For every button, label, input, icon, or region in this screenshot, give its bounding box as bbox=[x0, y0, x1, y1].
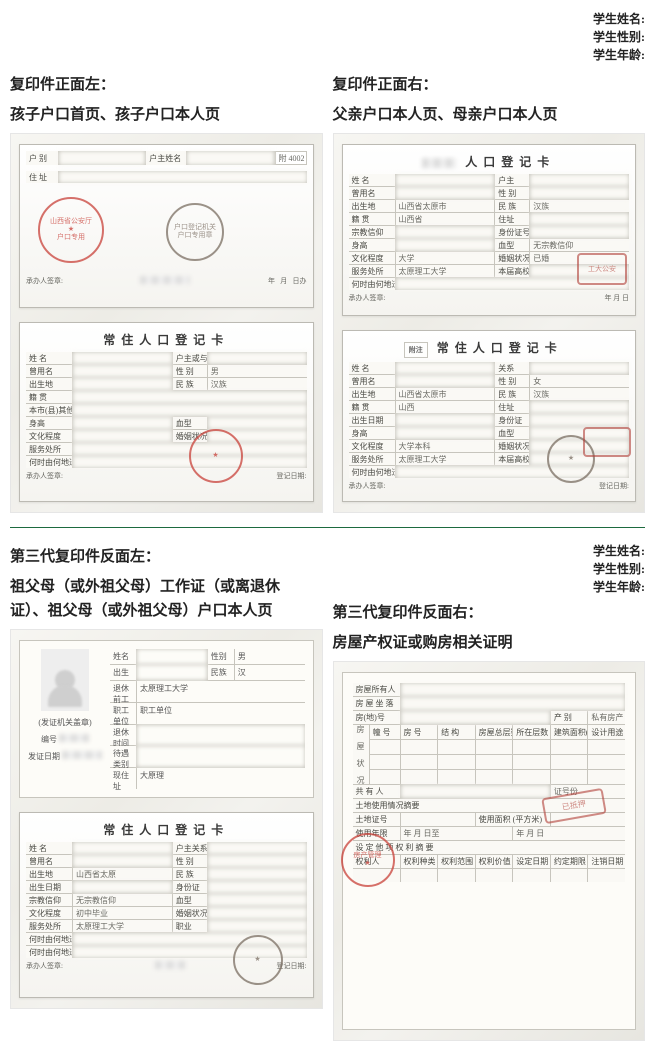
section-1-left: 复印件正面左： 孩子户口首页、孩子户口本人页 户 别户主姓名附 4002 住 址… bbox=[10, 70, 323, 513]
hukou-person-card-grandparent: 常住人口登记卡 姓 名 户主关系 曾用名 性 别 出生地山西省太原 民 族 出生… bbox=[19, 812, 314, 998]
student-info-top: 学生姓名: 学生性别: 学生年龄: bbox=[10, 10, 645, 64]
s1-left-title: 复印件正面左： bbox=[10, 72, 323, 99]
seal-property-icon: 房产管理★ bbox=[341, 833, 395, 887]
s2-left-scan: (发证机关盖章) 编号 发证日期 姓名 性别男 出生 民族汉 退休前工作单位太原… bbox=[10, 629, 323, 1009]
section-1: 复印件正面左： 孩子户口首页、孩子户口本人页 户 别户主姓名附 4002 住 址… bbox=[10, 70, 645, 513]
section-2-left: 第三代复印件反面左： 祖父母（或外祖父母）工作证（或离退休证）、祖父母（或外祖父… bbox=[10, 542, 323, 1009]
s1-left-scan: 户 别户主姓名附 4002 住 址 山西省公安厅★户口专用 户口登记机关户口专用… bbox=[10, 133, 323, 513]
seal-stamp-icon: ★ bbox=[189, 429, 243, 483]
s1-right-title: 复印件正面右： bbox=[333, 72, 646, 99]
s2-left-title: 第三代复印件反面左： bbox=[10, 544, 323, 571]
property-cert: 房屋所有人 房 屋 坐 落 房(地)号 产 别私有房产 房 屋 状 况 幢 号房… bbox=[342, 672, 637, 1030]
regcard-title: 常住人口登记卡 bbox=[26, 331, 307, 348]
work-permit-card: (发证机关盖章) 编号 发证日期 姓名 性别男 出生 民族汉 退休前工作单位太原… bbox=[19, 640, 314, 798]
s2-right-sub: 房屋产权证或购房相关证明 bbox=[333, 631, 646, 655]
student-sex-label: 学生性别: bbox=[10, 28, 645, 46]
section-1-right: 复印件正面右： 父亲户口本人页、母亲户口本人页 人口登记卡 姓 名 户主 曾用名… bbox=[333, 70, 646, 513]
s1-left-sub: 孩子户口首页、孩子户口本人页 bbox=[10, 103, 323, 127]
hukou-person-card-child: 常住人口登记卡 姓 名 户主或与户主关系 曾用名 性 别男 出生地 民 族汉族 … bbox=[19, 322, 314, 502]
section-2-right: 学生姓名: 学生性别: 学生年龄: 第三代复印件反面右： 房屋产权证或购房相关证… bbox=[333, 542, 646, 1041]
seal-province-icon: 山西省公安厅★户口专用 bbox=[38, 197, 104, 263]
seal-registry-icon: 户口登记机关户口专用章 bbox=[166, 203, 224, 261]
wp-issuer-label: (发证机关盖章) bbox=[38, 717, 91, 728]
photo-placeholder-icon bbox=[41, 649, 89, 711]
hukou-first-page: 户 别户主姓名附 4002 住 址 山西省公安厅★户口专用 户口登记机关户口专用… bbox=[19, 144, 314, 308]
s2-right-title: 第三代复印件反面右： bbox=[333, 600, 646, 627]
student-name-label: 学生姓名: bbox=[10, 10, 645, 28]
hukou-person-card-mother: 附注 常住人口登记卡 姓 名 关系 曾用名 性 别女 出生地山西省太原市 民 族… bbox=[342, 330, 637, 502]
s1-right-scan: 人口登记卡 姓 名 户主 曾用名 性 别 出生地山西省太原市 民 族汉族 籍 贯… bbox=[333, 133, 646, 513]
seal-rect2-icon bbox=[583, 427, 631, 457]
section-divider bbox=[10, 527, 645, 528]
hukou-person-card-father: 人口登记卡 姓 名 户主 曾用名 性 别 出生地山西省太原市 民 族汉族 籍 贯… bbox=[342, 144, 637, 316]
seal-rect-icon: 工大公安 bbox=[577, 253, 627, 285]
s2-left-sub: 祖父母（或外祖父母）工作证（或离退休证）、祖父母（或外祖父母）户口本人页 bbox=[10, 575, 290, 623]
student-info-bottom: 学生姓名: 学生性别: 学生年龄: bbox=[333, 542, 646, 596]
seal-gp-icon: ★ bbox=[233, 935, 283, 985]
s1-right-sub: 父亲户口本人页、母亲户口本人页 bbox=[333, 103, 646, 127]
s2-right-scan: 房屋所有人 房 屋 坐 落 房(地)号 产 别私有房产 房 屋 状 况 幢 号房… bbox=[333, 661, 646, 1041]
student-age-label: 学生年龄: bbox=[10, 46, 645, 64]
